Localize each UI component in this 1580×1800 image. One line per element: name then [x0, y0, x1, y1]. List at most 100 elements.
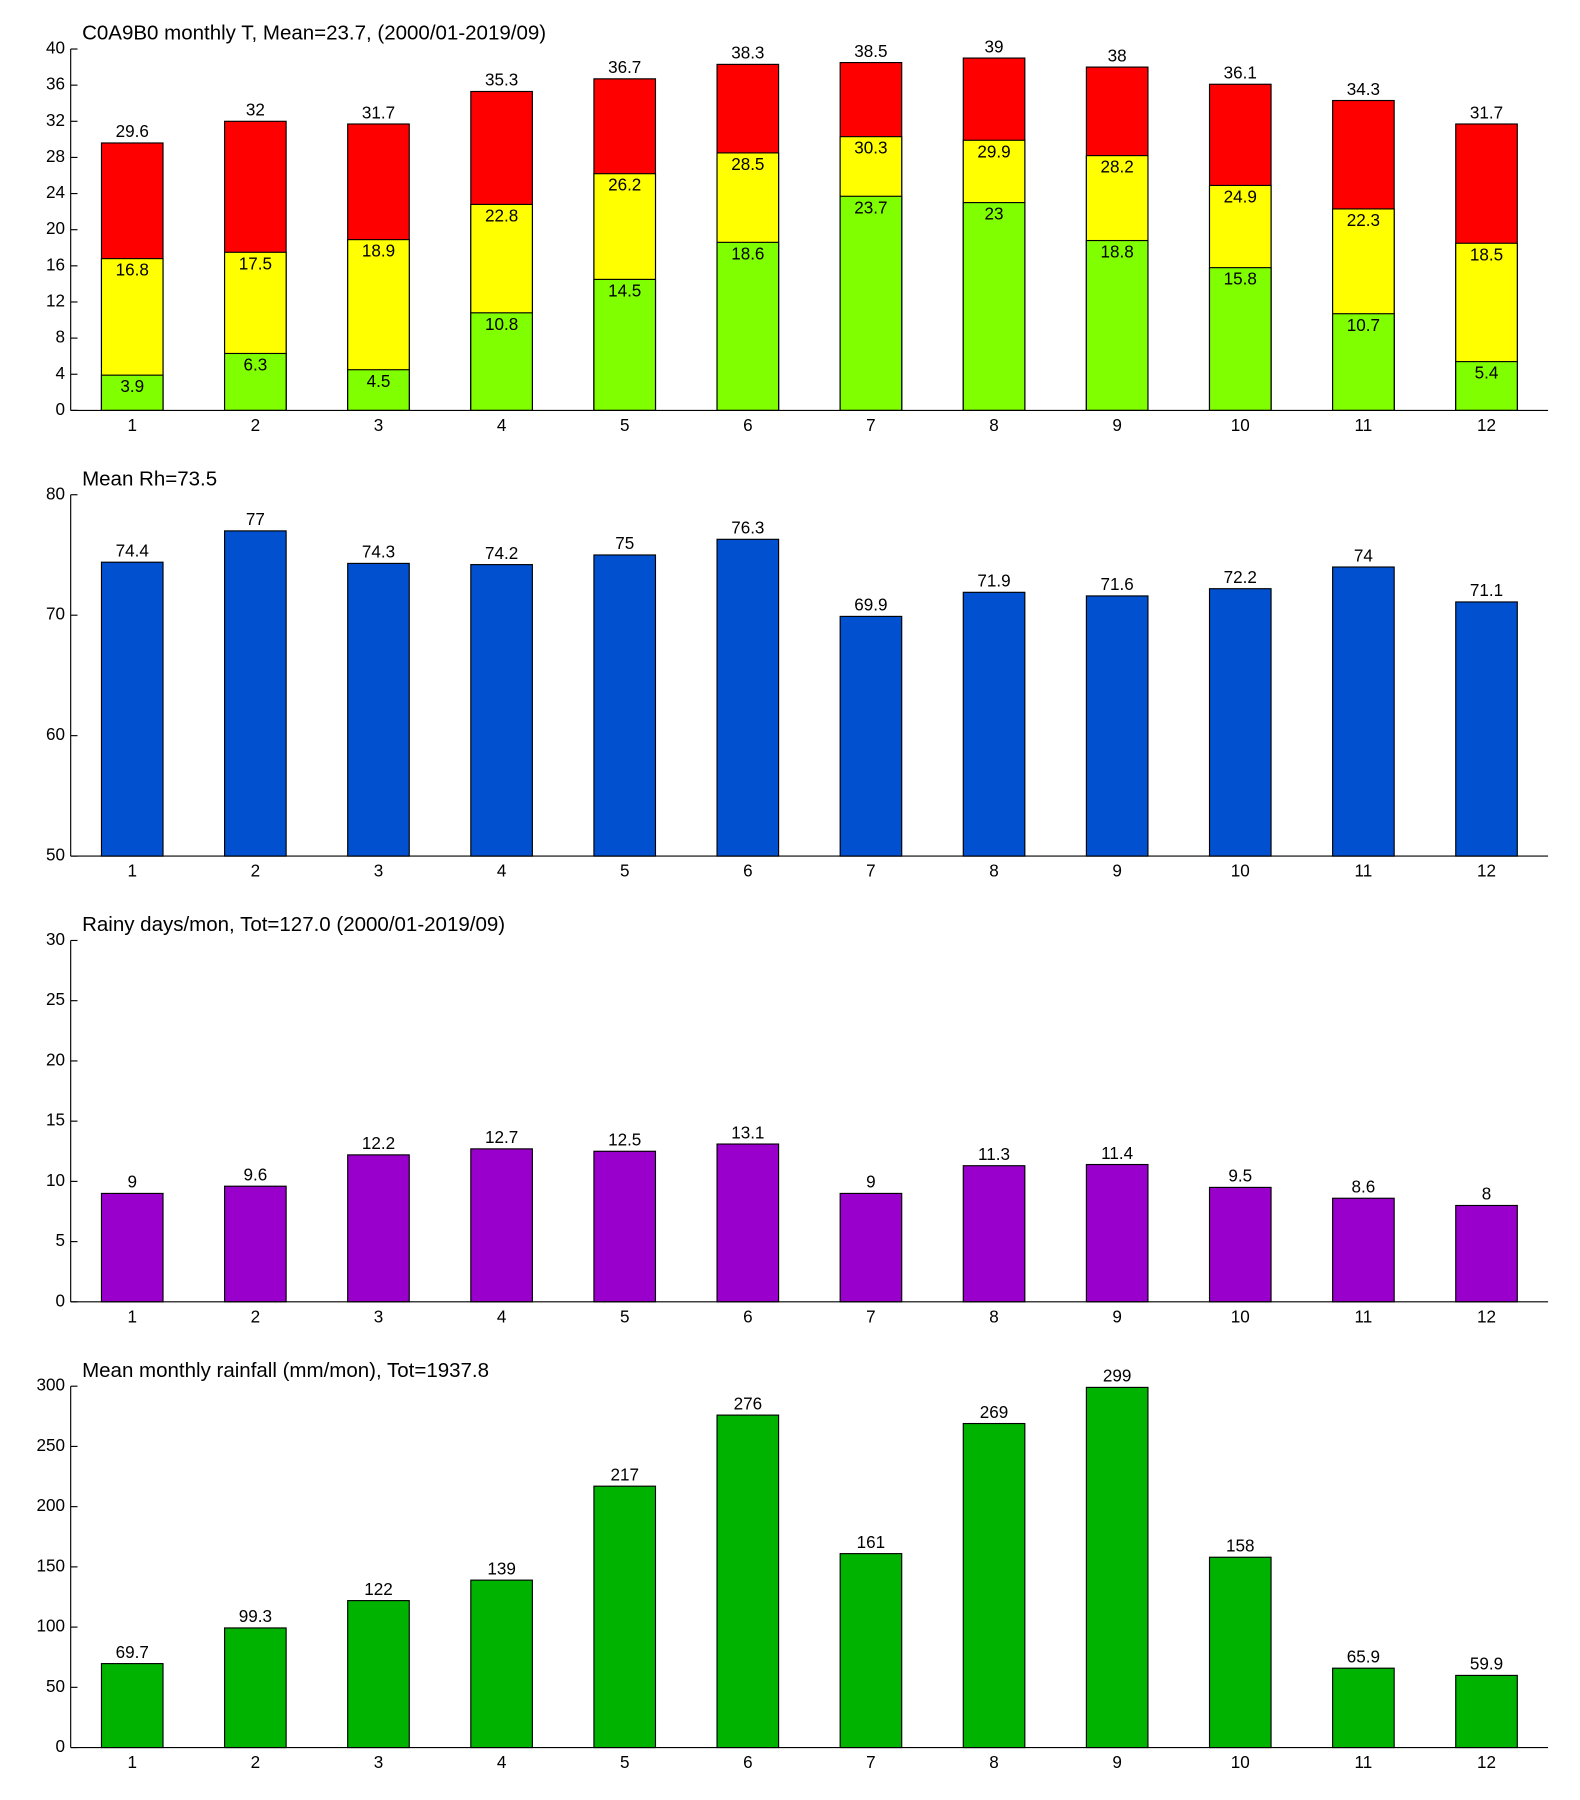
x-tick-label: 4	[497, 862, 507, 881]
bar	[1085, 1163, 1149, 1303]
data-label: 34.3	[1347, 80, 1380, 99]
bar	[347, 1600, 410, 1749]
x-tick-label: 9	[1112, 416, 1122, 435]
data-label: 12.2	[362, 1134, 395, 1153]
chart-title: Rainy days/mon, Tot=127.0 (2000/01-2019/…	[82, 913, 505, 936]
y-tick-label: 25	[46, 990, 65, 1009]
y-tick-label: 20	[46, 1050, 65, 1069]
data-label: 31.7	[1470, 103, 1503, 122]
x-tick-label: 10	[1231, 1307, 1250, 1326]
data-label: 122	[364, 1580, 393, 1599]
bar	[470, 1148, 533, 1303]
data-label: 36.7	[608, 58, 641, 77]
data-label: 9	[866, 1173, 876, 1192]
x-tick-label: 1	[127, 1307, 137, 1326]
x-tick-label: 6	[743, 1753, 753, 1772]
y-tick-label: 16	[46, 255, 65, 274]
data-label: 11.4	[1101, 1144, 1133, 1163]
x-tick-label: 9	[1112, 1753, 1122, 1772]
bar	[1208, 1186, 1272, 1303]
data-label: 8	[1482, 1185, 1492, 1204]
data-label: 28.2	[1101, 158, 1134, 177]
data-label: 22.3	[1347, 211, 1380, 230]
bar	[224, 1185, 287, 1303]
data-label: 9.6	[243, 1165, 267, 1184]
y-tick-label: 250	[36, 1436, 65, 1455]
bar	[839, 615, 903, 857]
y-tick-label: 60	[46, 725, 65, 744]
x-tick-label: 2	[251, 1753, 261, 1772]
data-label: 12.7	[485, 1128, 518, 1147]
x-tick-label: 9	[1112, 1307, 1122, 1326]
x-tick-label: 3	[374, 1307, 384, 1326]
x-tick-label: 5	[620, 416, 630, 435]
x-tick-label: 1	[127, 862, 137, 881]
data-label: 71.1	[1470, 581, 1503, 600]
x-tick-label: 10	[1231, 862, 1250, 881]
y-tick-label: 300	[36, 1376, 65, 1395]
bar	[100, 1663, 164, 1749]
bar	[347, 369, 410, 411]
data-label: 13.1	[731, 1123, 764, 1142]
y-tick-label: 70	[46, 605, 65, 624]
y-tick-label: 50	[46, 846, 65, 865]
bar	[1455, 1204, 1518, 1303]
data-label: 35.3	[485, 71, 518, 90]
y-tick-label: 4	[55, 364, 64, 383]
y-tick-label: 0	[55, 1291, 64, 1310]
data-label: 15.8	[1224, 270, 1257, 289]
data-label: 3.9	[120, 377, 144, 396]
y-tick-label: 200	[36, 1496, 65, 1515]
data-label: 74	[1354, 546, 1373, 565]
bar	[470, 1579, 533, 1749]
x-tick-label: 10	[1231, 416, 1250, 435]
bar	[1455, 601, 1518, 857]
x-tick-label: 8	[989, 416, 999, 435]
x-tick-label: 5	[620, 1753, 630, 1772]
data-label: 4.5	[367, 372, 391, 391]
bar	[470, 564, 533, 857]
x-tick-label: 12	[1477, 862, 1496, 881]
bar	[347, 562, 410, 857]
data-label: 5.4	[1475, 364, 1499, 383]
x-tick-label: 7	[866, 862, 876, 881]
data-label: 18.6	[731, 244, 764, 263]
bar	[593, 554, 657, 857]
data-label: 69.7	[116, 1643, 149, 1662]
x-tick-label: 6	[743, 1307, 753, 1326]
data-label: 71.6	[1101, 575, 1134, 594]
data-label: 75	[615, 534, 634, 553]
bar	[1208, 1556, 1272, 1749]
x-tick-label: 2	[251, 862, 261, 881]
data-label: 38.3	[731, 44, 764, 63]
bar	[1455, 1674, 1518, 1749]
data-label: 17.5	[239, 254, 272, 273]
data-label: 59.9	[1470, 1655, 1503, 1674]
bar	[716, 1143, 780, 1303]
data-label: 38.5	[854, 42, 887, 61]
bar	[1332, 566, 1395, 857]
data-label: 269	[980, 1403, 1009, 1422]
data-label: 38	[1108, 46, 1127, 65]
y-tick-label: 32	[46, 111, 65, 130]
data-label: 16.8	[116, 261, 149, 280]
x-tick-label: 6	[743, 862, 753, 881]
data-label: 18.5	[1470, 245, 1503, 264]
data-label: 276	[734, 1394, 763, 1413]
bar	[716, 241, 780, 411]
bar	[347, 1154, 410, 1303]
chart-title: Mean monthly rainfall (mm/mon), Tot=1937…	[82, 1359, 489, 1382]
x-tick-label: 7	[866, 416, 876, 435]
x-tick-label: 3	[374, 416, 384, 435]
bar	[839, 1553, 903, 1749]
data-label: 158	[1226, 1536, 1255, 1555]
y-tick-label: 36	[46, 75, 65, 94]
bar	[100, 561, 164, 857]
y-tick-label: 0	[55, 1737, 64, 1756]
data-label: 69.9	[854, 596, 887, 615]
y-tick-label: 0	[55, 400, 64, 419]
x-tick-label: 1	[127, 416, 137, 435]
chart-title: C0A9B0 monthly T, Mean=23.7, (2000/01-20…	[82, 22, 546, 45]
y-tick-label: 80	[46, 484, 65, 503]
x-tick-label: 1	[127, 1753, 137, 1772]
